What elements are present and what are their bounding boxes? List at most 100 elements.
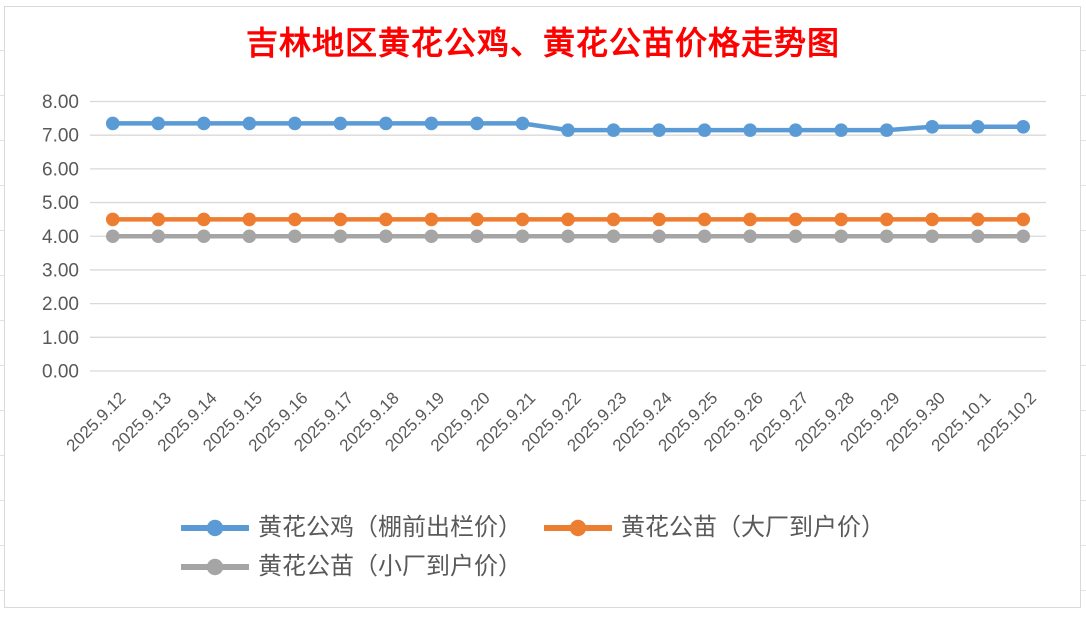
legend-line-marker-icon: [181, 520, 249, 537]
spreadsheet-gridline: [0, 95, 4, 96]
data-point-marker: [242, 212, 257, 227]
data-point-marker: [333, 229, 348, 244]
data-point-marker: [606, 212, 621, 227]
data-point-marker: [834, 123, 848, 137]
spreadsheet-gridline: [1081, 140, 1086, 141]
data-point-marker: [151, 229, 166, 244]
data-point-marker: [197, 212, 211, 227]
spreadsheet-gridline: [0, 545, 4, 546]
data-point-marker: [515, 229, 530, 244]
data-point-marker: [788, 212, 803, 227]
data-point-marker: [879, 229, 894, 244]
data-point-marker: [561, 212, 575, 227]
spreadsheet-gridline: [0, 185, 4, 186]
data-point-marker: [470, 116, 484, 131]
data-point-marker: [879, 123, 894, 137]
data-point-marker: [970, 229, 985, 244]
data-point-marker: [606, 123, 621, 137]
legend: 黄花公鸡（棚前出栏价） 黄花公苗（大厂到户价） 黄花公苗（小厂到户价）: [181, 514, 905, 582]
spreadsheet-gridline: [1081, 275, 1086, 276]
data-point-marker: [925, 229, 939, 244]
spreadsheet-gridline: [0, 140, 4, 141]
data-point-marker: [151, 116, 166, 131]
data-point-marker: [105, 212, 120, 227]
data-point-marker: [697, 123, 712, 137]
data-point-marker: [151, 212, 166, 227]
y-tick-label: 6.00: [42, 159, 79, 180]
chart-title: 吉林地区黄花公鸡、黄花公苗价格走势图: [245, 25, 840, 61]
spreadsheet-gridline: [1081, 545, 1086, 546]
data-point-marker: [105, 229, 120, 244]
data-point-marker: [970, 119, 985, 134]
data-point-marker: [333, 116, 348, 131]
data-point-marker: [515, 212, 530, 227]
legend-label-roosters: 黄花公鸡（棚前出栏价）: [258, 514, 522, 541]
data-point-marker: [424, 229, 439, 244]
legend-label-chicks-small: 黄花公苗（小厂到户价）: [258, 552, 522, 580]
legend-line-marker-icon: [544, 520, 612, 537]
data-point-marker: [379, 116, 393, 131]
spreadsheet-gridline: [1081, 455, 1086, 456]
legend-item-chicks-large: 黄花公苗（大厂到户价）: [544, 514, 885, 543]
data-point-marker: [1016, 229, 1031, 244]
data-point-marker: [242, 229, 257, 244]
spreadsheet-gridline: [0, 50, 4, 51]
data-point-marker: [925, 119, 939, 134]
legend-label-chicks-large: 黄花公苗（大厂到户价）: [621, 514, 885, 541]
data-point-marker: [743, 229, 757, 244]
data-point-marker: [697, 212, 712, 227]
y-tick-label: 4.00: [42, 227, 79, 248]
data-point-marker: [379, 212, 393, 227]
data-point-marker: [879, 212, 894, 227]
y-tick-label: 0.00: [42, 362, 79, 383]
data-point-marker: [424, 212, 439, 227]
y-tick-label: 7.00: [42, 126, 79, 147]
data-point-marker: [242, 116, 257, 131]
data-point-marker: [925, 212, 939, 227]
spreadsheet-gridline: [0, 410, 4, 411]
data-point-marker: [379, 229, 393, 244]
data-point-marker: [424, 116, 439, 131]
data-point-marker: [970, 212, 985, 227]
data-point-marker: [788, 123, 803, 137]
data-point-marker: [743, 212, 757, 227]
spreadsheet-gridline: [0, 590, 4, 591]
data-point-marker: [288, 116, 302, 131]
spreadsheet-gridline: [1081, 185, 1086, 186]
spreadsheet-gridline: [1081, 410, 1086, 411]
spreadsheet-gridline: [1081, 320, 1086, 321]
spreadsheet-gridline: [1081, 500, 1086, 501]
chart-area[interactable]: [4, 6, 1081, 608]
data-point-marker: [652, 212, 666, 227]
data-point-marker: [288, 212, 302, 227]
spreadsheet-gridline: [0, 275, 4, 276]
y-tick-label: 8.00: [42, 92, 79, 113]
data-point-marker: [470, 212, 484, 227]
y-tick-label: 2.00: [42, 294, 79, 315]
data-point-marker: [834, 212, 848, 227]
spreadsheet-gridline: [0, 500, 4, 501]
spreadsheet-gridline: [0, 230, 4, 231]
legend-line-marker-icon: [181, 558, 249, 576]
spreadsheet-gridline: [1081, 230, 1086, 231]
data-point-marker: [1016, 119, 1031, 134]
spreadsheet-gridline: [0, 320, 4, 321]
data-point-marker: [652, 123, 666, 137]
data-point-marker: [652, 229, 666, 244]
data-point-marker: [606, 229, 621, 244]
data-point-marker: [197, 116, 211, 131]
spreadsheet-gridline: [1081, 590, 1086, 591]
data-point-marker: [834, 229, 848, 244]
spreadsheet-gridline: [0, 365, 4, 366]
data-point-marker: [105, 116, 120, 131]
y-tick-label: 5.00: [42, 193, 79, 214]
legend-item-roosters: 黄花公鸡（棚前出栏价）: [181, 514, 522, 543]
data-point-marker: [197, 229, 211, 244]
data-point-marker: [515, 116, 530, 131]
data-point-marker: [561, 123, 575, 137]
data-point-marker: [333, 212, 348, 227]
data-point-marker: [743, 123, 757, 137]
spreadsheet-gridline: [1081, 95, 1086, 96]
